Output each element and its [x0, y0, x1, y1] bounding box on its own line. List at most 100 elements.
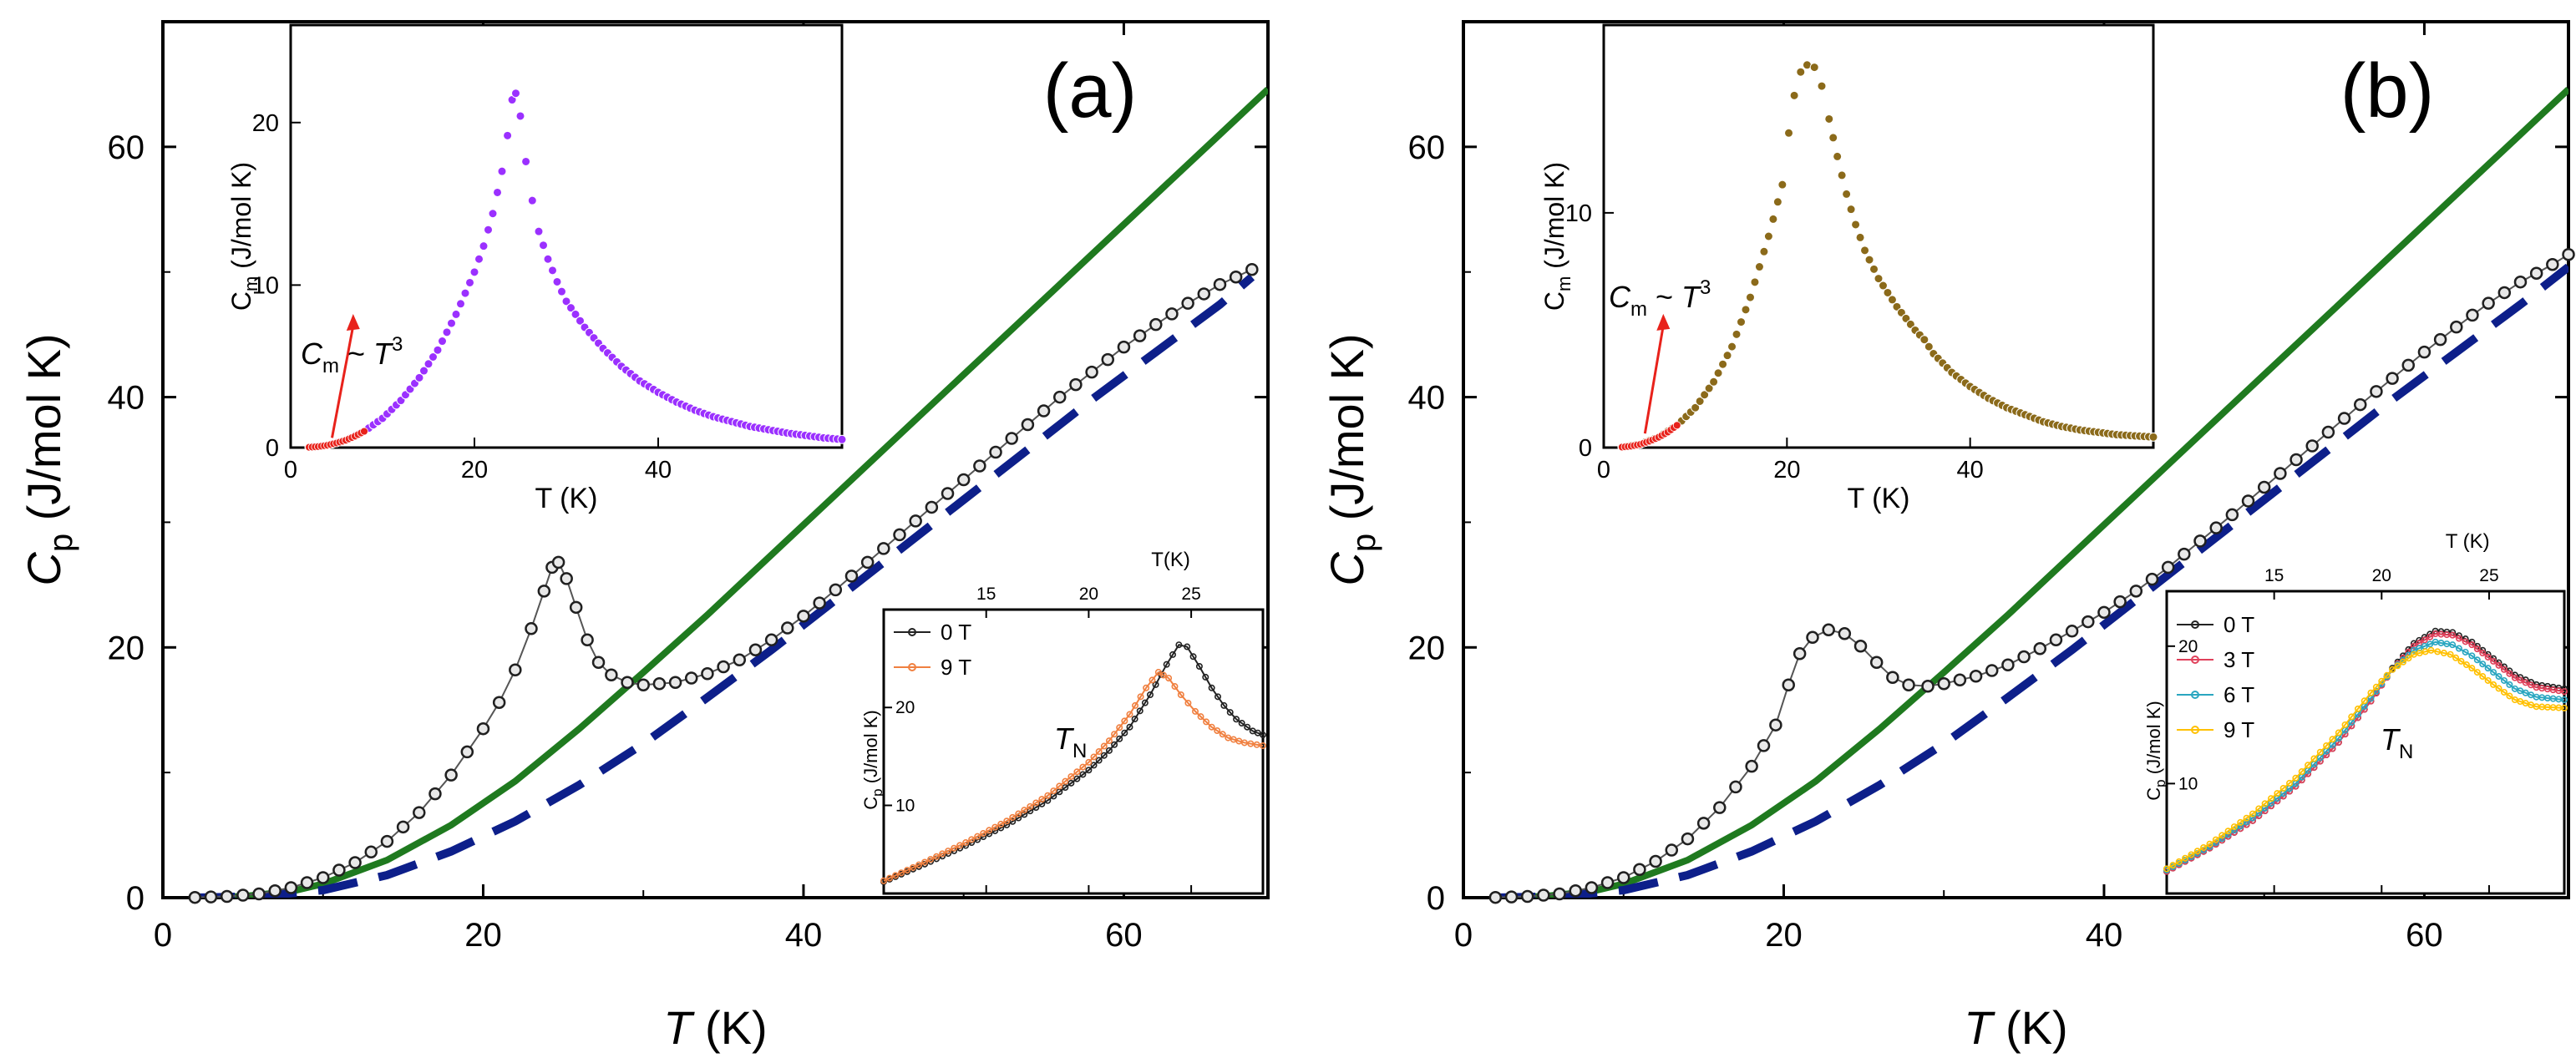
cm-data-point	[447, 318, 456, 328]
field-legend-label: 6 T	[2224, 682, 2254, 707]
field-inset-y-axis-title-part-1: p	[870, 788, 885, 796]
field-series-point	[2286, 779, 2294, 787]
main-data-point	[460, 745, 474, 759]
cm-data-point	[1883, 287, 1893, 297]
cm-inset-y-axis-title-part-2: (J/mol K)	[1539, 162, 1569, 276]
cm-inset-x-tick-label: 0	[1597, 457, 1610, 483]
main-data-point	[2033, 642, 2047, 656]
cm-data-point	[1737, 317, 1746, 327]
main-data-point	[1616, 871, 1630, 884]
main-data-point	[1052, 390, 1067, 404]
main-data-point	[1921, 679, 1935, 693]
cm-data-point	[1695, 396, 1705, 406]
main-data-point	[909, 514, 922, 528]
main-data-point	[989, 445, 1002, 459]
cm-data-point	[1846, 205, 1856, 215]
main-data-point	[2513, 275, 2528, 289]
cm-data-point	[1828, 133, 1838, 143]
field-series-point	[2279, 785, 2287, 792]
field-series-point	[2468, 652, 2476, 660]
main-data-point	[476, 721, 490, 736]
main-data-point	[2225, 508, 2239, 522]
cm-data-point	[1718, 359, 1728, 369]
main-data-point	[1069, 377, 1083, 392]
main-x-tick-label: 40	[785, 917, 823, 954]
main-data-point	[1245, 262, 1259, 276]
field-series-point	[1132, 701, 1139, 709]
field-inset-top-axis-title: T (K)	[2446, 530, 2490, 553]
field-series-point	[1079, 771, 1087, 778]
cm-inset-frame	[1602, 23, 2155, 449]
main-data-point	[1569, 884, 1582, 898]
panel-a: 0 20 40 60 0 20 40 60 T (K) Cp (J/mol K) (a) 0 20 40 0…	[18, 20, 1270, 1054]
cm-inset-y-tick-label: 0	[1579, 435, 1592, 462]
field-series-point	[2188, 851, 2195, 858]
cm-data-point	[493, 187, 502, 197]
cm-inset-x-tick-label: 40	[645, 457, 672, 483]
field-series-point	[2400, 658, 2407, 666]
main-data-point	[2546, 257, 2559, 271]
main-data-point	[1782, 678, 1795, 691]
main-data-point	[1769, 718, 1782, 731]
field-series-point	[2341, 721, 2349, 728]
field-series-point	[1154, 669, 1162, 676]
field-series-point	[2452, 654, 2460, 661]
field-series-point	[2462, 648, 2469, 656]
field-inset-y-axis-title: Cp (J/mol K)	[2143, 701, 2168, 800]
cm-data-point	[1700, 390, 1710, 400]
field-series-point	[1189, 653, 1197, 661]
main-data-point	[717, 660, 730, 674]
main-data-point	[204, 890, 218, 904]
main-plot-frame	[161, 20, 1270, 899]
field-series-point	[2528, 681, 2535, 689]
cm-data-point	[479, 241, 489, 251]
field-series-point	[2495, 673, 2502, 681]
field-series-point	[2163, 865, 2171, 873]
field-legend-marker	[2191, 656, 2199, 664]
cm-data-point	[515, 111, 525, 121]
main-y-axis-title-part-0: C	[1321, 552, 1373, 586]
field-series-point	[1121, 717, 1128, 725]
cm-inset-y-axis-title: Cm (J/mol K)	[226, 162, 261, 311]
field-series-point	[1137, 693, 1144, 701]
main-data-point	[1649, 854, 1662, 868]
field-series-point	[2517, 687, 2524, 695]
field-series-point	[1214, 693, 1222, 701]
field-series-point	[962, 839, 970, 847]
field-series-point	[2348, 713, 2355, 721]
field-inset-annotation-part-0: T	[2381, 722, 2401, 757]
field-series-point	[2360, 697, 2368, 705]
field-inset-x-tick-label: 15	[2264, 566, 2284, 585]
main-data-point	[2113, 595, 2127, 609]
field-series-point	[1050, 787, 1057, 795]
cm-data-point	[488, 209, 498, 219]
main-data-point	[2433, 332, 2447, 347]
field-series-point	[974, 833, 981, 840]
field-series-point	[886, 874, 894, 882]
field-series-point	[2335, 729, 2342, 737]
field-series-point	[2182, 854, 2189, 862]
field-series-point	[1073, 775, 1081, 782]
field-series-point	[2517, 676, 2524, 684]
main-x-tick-label: 20	[464, 917, 502, 954]
field-series-point	[2255, 809, 2263, 817]
field-series-point	[956, 842, 964, 849]
field-series-point	[892, 872, 900, 879]
main-data-point	[1853, 640, 1868, 653]
field-series-point	[1095, 747, 1103, 755]
cm-data-point	[1784, 128, 1794, 138]
main-y-tick-label: 20	[108, 630, 145, 666]
field-series-point	[980, 829, 987, 837]
cm-lowT-markers	[1618, 421, 1681, 452]
cm-data-point	[539, 240, 548, 251]
cm-data-point	[1759, 246, 1769, 256]
cm-data-point	[465, 277, 474, 287]
main-data-point	[1838, 627, 1852, 640]
field-inset-annotation-part-1: N	[2399, 741, 2413, 763]
field-series-point	[1003, 818, 1011, 825]
main-data-point	[1745, 759, 1758, 773]
field-series-point	[1220, 701, 1228, 709]
main-data-point	[764, 633, 778, 647]
main-x-tick-label: 40	[2086, 917, 2123, 954]
